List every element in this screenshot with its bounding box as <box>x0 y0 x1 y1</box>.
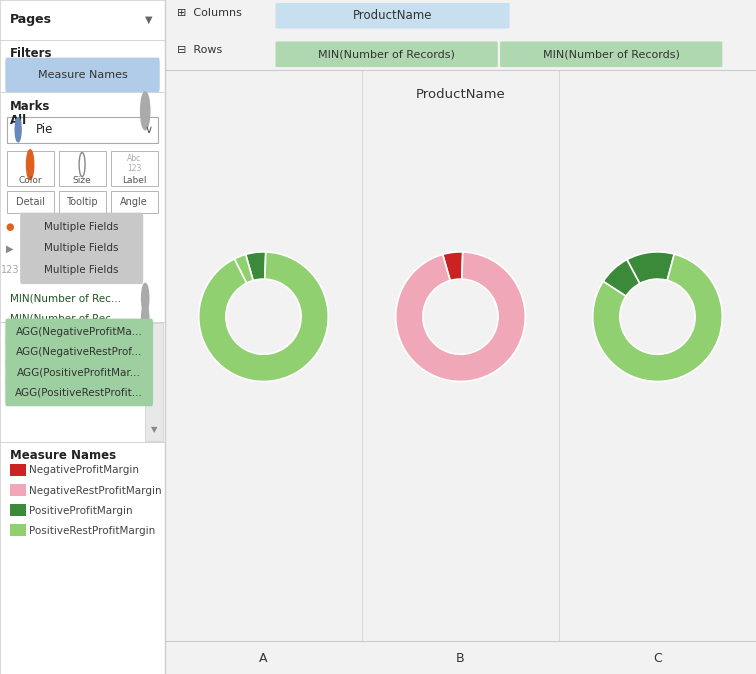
Bar <box>10 524 26 537</box>
Text: Pages: Pages <box>10 13 52 26</box>
Text: Marks: Marks <box>10 100 51 113</box>
FancyBboxPatch shape <box>275 41 497 67</box>
Text: Angle: Angle <box>120 197 148 207</box>
Text: PositiveProfitMargin: PositiveProfitMargin <box>29 506 132 516</box>
FancyBboxPatch shape <box>5 379 153 406</box>
Wedge shape <box>395 252 525 381</box>
Bar <box>110 151 157 186</box>
Wedge shape <box>627 252 674 284</box>
Text: Size: Size <box>73 177 91 185</box>
FancyBboxPatch shape <box>5 319 153 346</box>
Circle shape <box>141 92 150 129</box>
Text: Color: Color <box>18 177 42 185</box>
Text: AGG(PositiveProfitMar...: AGG(PositiveProfitMar... <box>17 367 141 377</box>
Bar <box>0 442 165 674</box>
FancyBboxPatch shape <box>20 212 143 241</box>
Text: C: C <box>653 652 662 665</box>
Text: ●: ● <box>5 222 14 232</box>
Circle shape <box>141 283 149 313</box>
Bar <box>7 151 54 186</box>
Text: Multiple Fields: Multiple Fields <box>45 222 119 232</box>
Text: MIN(Number of Records): MIN(Number of Records) <box>318 49 455 59</box>
Wedge shape <box>593 254 722 381</box>
Text: NegativeRestProfitMargin: NegativeRestProfitMargin <box>29 485 162 495</box>
Bar <box>10 504 26 516</box>
Wedge shape <box>234 254 253 283</box>
Text: Pie: Pie <box>36 123 54 136</box>
Text: ▼: ▼ <box>144 15 152 25</box>
Text: MIN(Number of Records): MIN(Number of Records) <box>543 49 680 59</box>
Text: Filters: Filters <box>10 47 52 60</box>
Text: Multiple Fields: Multiple Fields <box>45 243 119 253</box>
Bar <box>0 40 165 92</box>
FancyBboxPatch shape <box>5 339 153 366</box>
Bar <box>7 117 159 142</box>
Text: AGG(NegativeProfitMa...: AGG(NegativeProfitMa... <box>16 327 143 337</box>
Text: 123: 123 <box>1 265 19 275</box>
Bar <box>58 191 106 213</box>
Bar <box>58 151 106 186</box>
Bar <box>10 464 26 476</box>
Text: Abc
123: Abc 123 <box>127 154 141 173</box>
Text: ▶: ▶ <box>6 243 14 253</box>
Text: All: All <box>10 114 27 127</box>
Text: ProductName: ProductName <box>353 9 432 22</box>
Bar <box>7 191 54 213</box>
Text: Multiple Fields: Multiple Fields <box>45 265 119 275</box>
Text: ProductName: ProductName <box>416 88 505 100</box>
Text: Tooltip: Tooltip <box>67 197 98 207</box>
Text: MIN(Number of Rec...: MIN(Number of Rec... <box>10 313 121 324</box>
Text: ⊞  Columns: ⊞ Columns <box>177 7 242 18</box>
Text: ⊟  Rows: ⊟ Rows <box>177 45 222 55</box>
Bar <box>0 92 165 322</box>
Wedge shape <box>246 252 266 280</box>
Text: Detail: Detail <box>16 197 45 207</box>
Wedge shape <box>443 252 463 280</box>
Text: A: A <box>259 652 268 665</box>
Bar <box>10 484 26 496</box>
Text: Measure Names: Measure Names <box>10 449 116 462</box>
FancyBboxPatch shape <box>5 57 160 92</box>
Circle shape <box>15 117 21 142</box>
FancyBboxPatch shape <box>275 3 510 28</box>
FancyBboxPatch shape <box>5 359 153 386</box>
Text: AGG(PositiveRestProfit...: AGG(PositiveRestProfit... <box>15 388 143 398</box>
Text: ∨: ∨ <box>144 125 153 135</box>
Text: Label: Label <box>122 177 147 185</box>
Bar <box>110 191 157 213</box>
Wedge shape <box>199 252 328 381</box>
Text: B: B <box>456 652 465 665</box>
Bar <box>0 0 165 40</box>
Text: Measure Values: Measure Values <box>10 329 115 342</box>
Circle shape <box>26 150 34 179</box>
FancyBboxPatch shape <box>500 41 722 67</box>
Bar <box>145 324 163 441</box>
Text: ▼: ▼ <box>151 425 157 434</box>
Text: NegativeProfitMargin: NegativeProfitMargin <box>29 465 139 475</box>
Text: Measure Names: Measure Names <box>38 70 127 80</box>
Bar <box>0 322 165 442</box>
Text: PositiveRestProfitMargin: PositiveRestProfitMargin <box>29 526 155 536</box>
FancyBboxPatch shape <box>20 234 143 262</box>
Circle shape <box>141 303 149 333</box>
Wedge shape <box>603 259 640 296</box>
FancyBboxPatch shape <box>20 255 143 284</box>
Text: AGG(NegativeRestProf...: AGG(NegativeRestProf... <box>16 347 142 357</box>
Text: MIN(Number of Rec...: MIN(Number of Rec... <box>10 293 121 303</box>
